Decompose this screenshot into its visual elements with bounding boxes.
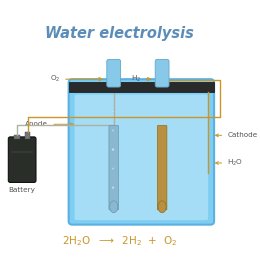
FancyBboxPatch shape <box>75 95 208 220</box>
Text: H$_2$: H$_2$ <box>131 74 151 84</box>
FancyBboxPatch shape <box>107 59 121 87</box>
Text: Water electrolysis: Water electrolysis <box>46 26 194 41</box>
Ellipse shape <box>112 130 114 131</box>
FancyBboxPatch shape <box>8 137 36 183</box>
FancyBboxPatch shape <box>155 59 169 87</box>
Ellipse shape <box>112 186 114 189</box>
FancyBboxPatch shape <box>157 125 167 210</box>
Text: Battery: Battery <box>9 187 36 193</box>
Text: Anode: Anode <box>25 121 73 127</box>
Bar <box>14 134 20 139</box>
Ellipse shape <box>112 110 114 112</box>
Text: Cathode: Cathode <box>216 132 257 138</box>
FancyBboxPatch shape <box>69 79 214 225</box>
Ellipse shape <box>158 201 166 213</box>
Ellipse shape <box>112 148 114 151</box>
Bar <box>24 132 30 139</box>
Ellipse shape <box>110 201 118 213</box>
Bar <box>69 81 214 92</box>
FancyBboxPatch shape <box>109 125 119 210</box>
Bar <box>11 151 33 153</box>
Ellipse shape <box>112 168 114 169</box>
Text: 2H$_2$O  $\longrightarrow$  2H$_2$  +  O$_2$: 2H$_2$O $\longrightarrow$ 2H$_2$ + O$_2$ <box>62 234 178 248</box>
Text: O$_2$: O$_2$ <box>50 74 102 84</box>
Text: H$_2$O: H$_2$O <box>216 158 243 168</box>
